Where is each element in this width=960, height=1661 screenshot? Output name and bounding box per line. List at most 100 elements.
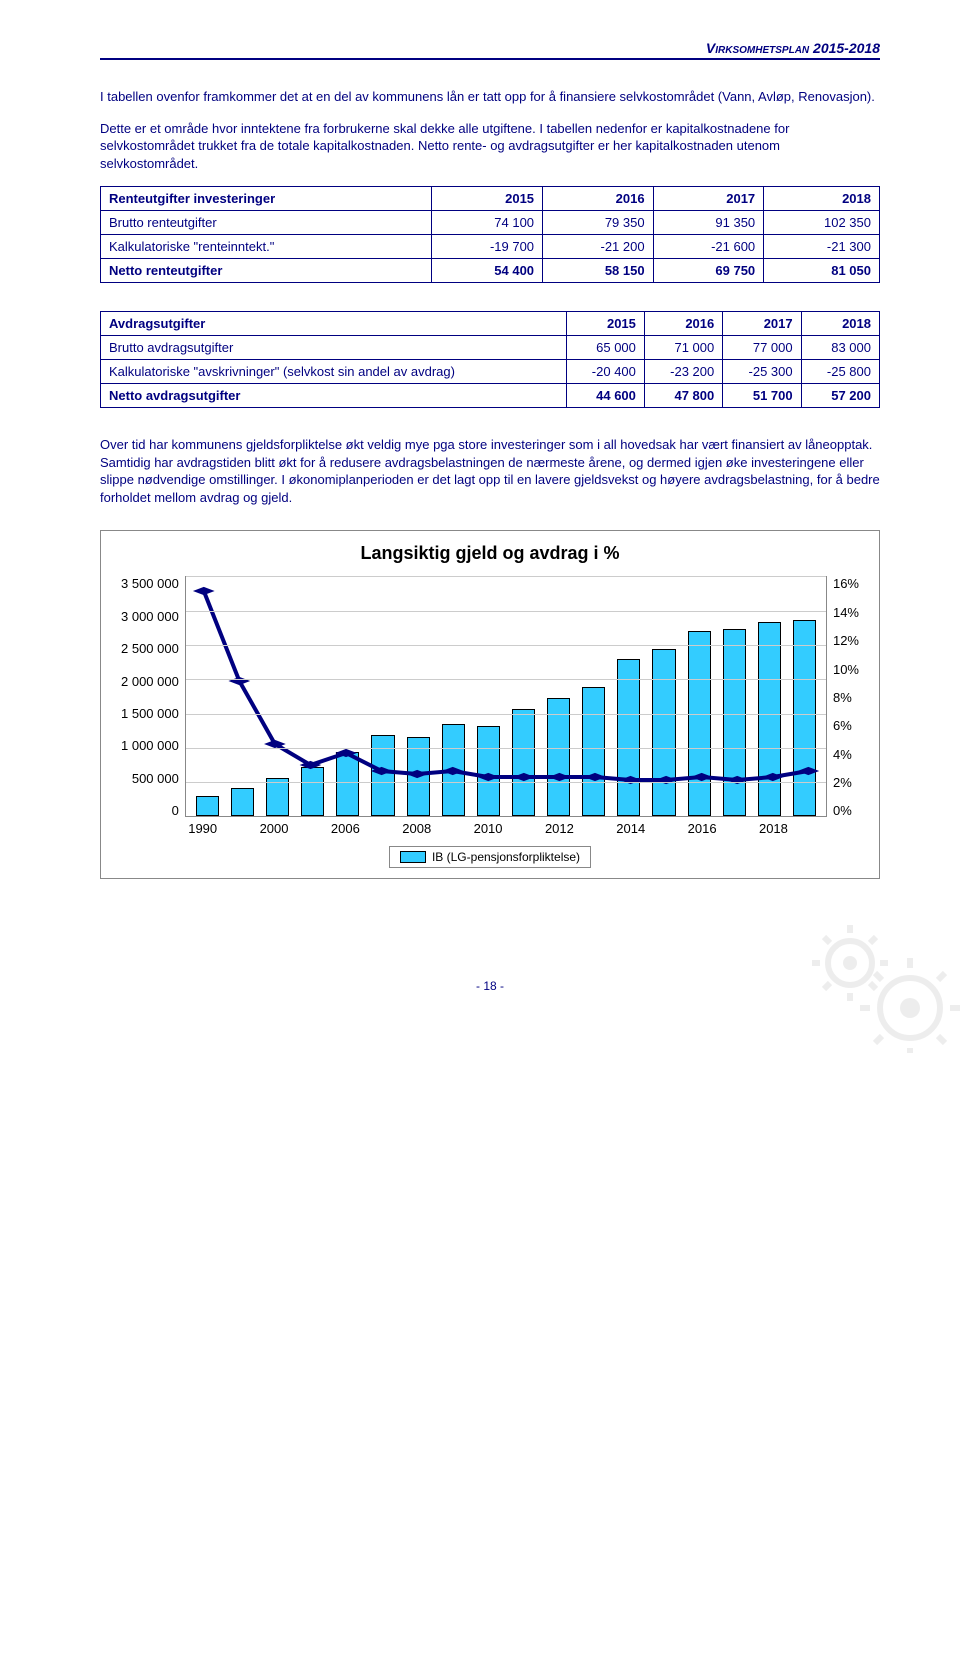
y-tick-label: 0% bbox=[833, 803, 859, 818]
chart-bar bbox=[758, 622, 781, 817]
table-header-cell: 2016 bbox=[543, 187, 654, 211]
table-cell: Netto avdragsutgifter bbox=[101, 384, 567, 408]
y-tick-label: 0 bbox=[121, 803, 179, 818]
table-cell: 47 800 bbox=[644, 384, 722, 408]
table-cell: 102 350 bbox=[764, 211, 880, 235]
x-tick-label bbox=[577, 821, 613, 836]
table-cell: Brutto renteutgifter bbox=[101, 211, 432, 235]
table-header-cell: 2015 bbox=[432, 187, 543, 211]
table-cell: 57 200 bbox=[801, 384, 879, 408]
x-tick-label: 2018 bbox=[756, 821, 792, 836]
chart-bar bbox=[336, 752, 359, 816]
chart-x-axis: 199020002006200820102012201420162018 bbox=[185, 817, 827, 836]
table-cell: 83 000 bbox=[801, 336, 879, 360]
paragraph-1: I tabellen ovenfor framkommer det at en … bbox=[100, 88, 880, 106]
chart-bar bbox=[196, 796, 219, 817]
chart-bar bbox=[793, 620, 816, 816]
table-cell: 44 600 bbox=[566, 384, 644, 408]
x-tick-label bbox=[435, 821, 471, 836]
y-tick-label: 3 500 000 bbox=[121, 576, 179, 591]
table-avdragsutgifter: Avdragsutgifter2015201620172018 Brutto a… bbox=[100, 311, 880, 408]
chart-bar bbox=[547, 698, 570, 816]
y-tick-label: 10% bbox=[833, 662, 859, 677]
table-cell: 79 350 bbox=[543, 211, 654, 235]
y-tick-label: 1 000 000 bbox=[121, 738, 179, 753]
table-cell: 51 700 bbox=[723, 384, 801, 408]
chart-bar bbox=[442, 724, 465, 817]
chart-y-axis-left: 3 500 000 3 000 000 2 500 000 2 000 000 1 50… bbox=[121, 576, 185, 836]
table-cell: -23 200 bbox=[644, 360, 722, 384]
table-footer-row: Netto renteutgifter54 40058 15069 75081 … bbox=[101, 259, 880, 283]
table-cell: Kalkulatoriske "avskrivninger" (selvkost… bbox=[101, 360, 567, 384]
paragraph-2: Dette er et område hvor inntektene fra f… bbox=[100, 120, 880, 173]
table-cell: 71 000 bbox=[644, 336, 722, 360]
chart-bar bbox=[231, 788, 254, 817]
x-tick-label bbox=[649, 821, 685, 836]
y-tick-label: 2 000 000 bbox=[121, 674, 179, 689]
y-tick-label: 1 500 000 bbox=[121, 706, 179, 721]
chart-legend: IB (LG-pensjonsforpliktelse) bbox=[389, 846, 591, 868]
x-tick-label bbox=[791, 821, 827, 836]
x-tick-label: 2008 bbox=[399, 821, 435, 836]
table-row: Brutto renteutgifter74 10079 35091 35010… bbox=[101, 211, 880, 235]
table-cell: 58 150 bbox=[543, 259, 654, 283]
table-header-cell: 2016 bbox=[644, 312, 722, 336]
y-tick-label: 3 000 000 bbox=[121, 609, 179, 624]
chart-bar bbox=[477, 726, 500, 817]
page-header: Virksomhetsplan 2015-2018 bbox=[100, 40, 880, 60]
y-tick-label: 2% bbox=[833, 775, 859, 790]
table-cell: -21 600 bbox=[653, 235, 764, 259]
table-cell: 69 750 bbox=[653, 259, 764, 283]
legend-label: IB (LG-pensjonsforpliktelse) bbox=[432, 850, 580, 864]
table-row: Brutto avdragsutgifter65 00071 00077 000… bbox=[101, 336, 880, 360]
chart-bar bbox=[688, 631, 711, 816]
y-tick-label: 4% bbox=[833, 747, 859, 762]
x-tick-label: 2012 bbox=[542, 821, 578, 836]
table-row: Kalkulatoriske "avskrivninger" (selvkost… bbox=[101, 360, 880, 384]
gears-decoration-icon bbox=[780, 913, 960, 1053]
table-header-cell: 2018 bbox=[764, 187, 880, 211]
table-renteutgifter: Renteutgifter investeringer2015201620172… bbox=[100, 186, 880, 283]
table-header-cell: 2018 bbox=[801, 312, 879, 336]
x-tick-label: 2010 bbox=[470, 821, 506, 836]
y-tick-label: 2 500 000 bbox=[121, 641, 179, 656]
x-tick-label bbox=[221, 821, 257, 836]
x-tick-label: 2006 bbox=[328, 821, 364, 836]
chart-bar bbox=[617, 659, 640, 817]
table-header-cell: 2017 bbox=[723, 312, 801, 336]
x-tick-label: 2014 bbox=[613, 821, 649, 836]
y-tick-label: 12% bbox=[833, 633, 859, 648]
chart-y-axis-right: 16% 14% 12% 10% 8% 6% 4% 2% 0% bbox=[827, 576, 859, 836]
chart-bar bbox=[652, 649, 675, 816]
y-tick-label: 14% bbox=[833, 605, 859, 620]
chart-bar bbox=[723, 629, 746, 817]
y-tick-label: 16% bbox=[833, 576, 859, 591]
table-cell: 65 000 bbox=[566, 336, 644, 360]
x-tick-label bbox=[720, 821, 756, 836]
y-tick-label: 500 000 bbox=[121, 771, 179, 786]
table-cell: -21 200 bbox=[543, 235, 654, 259]
table-footer-row: Netto avdragsutgifter44 60047 80051 7005… bbox=[101, 384, 880, 408]
table-cell: 74 100 bbox=[432, 211, 543, 235]
chart-container: Langsiktig gjeld og avdrag i % 3 500 000… bbox=[100, 530, 880, 879]
table-cell: -19 700 bbox=[432, 235, 543, 259]
table-cell: 91 350 bbox=[653, 211, 764, 235]
table-cell: -21 300 bbox=[764, 235, 880, 259]
paragraph-3: Over tid har kommunens gjeldsforpliktels… bbox=[100, 436, 880, 506]
table-cell: 54 400 bbox=[432, 259, 543, 283]
y-tick-label: 6% bbox=[833, 718, 859, 733]
page-number: - 18 - bbox=[100, 979, 880, 993]
x-tick-label: 1990 bbox=[185, 821, 221, 836]
table-cell: -20 400 bbox=[566, 360, 644, 384]
legend-swatch-icon bbox=[400, 851, 426, 863]
table-cell: 81 050 bbox=[764, 259, 880, 283]
table-cell: Kalkulatoriske "renteinntekt." bbox=[101, 235, 432, 259]
chart-plot bbox=[185, 576, 827, 817]
table-cell: Netto renteutgifter bbox=[101, 259, 432, 283]
table-row: Kalkulatoriske "renteinntekt."-19 700-21… bbox=[101, 235, 880, 259]
chart-bar bbox=[266, 778, 289, 816]
table-header-cell: 2015 bbox=[566, 312, 644, 336]
y-tick-label: 8% bbox=[833, 690, 859, 705]
table-header-cell: 2017 bbox=[653, 187, 764, 211]
x-tick-label bbox=[506, 821, 542, 836]
